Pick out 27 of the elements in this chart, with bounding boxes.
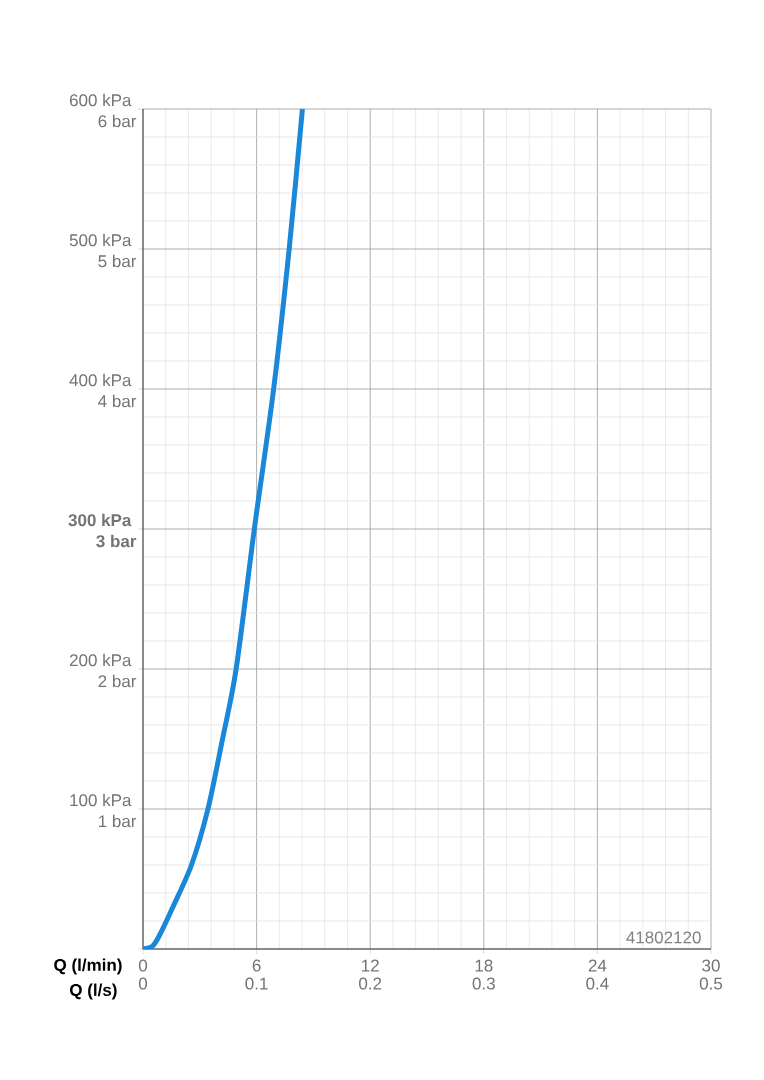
- x2-tick-label: 0.1: [245, 977, 268, 990]
- y-tick-label: 400 kPa: [69, 373, 132, 387]
- y-tick-label: 100 kPa: [70, 793, 132, 807]
- y2-tick-label: 3 bar: [96, 534, 137, 548]
- x-tick-label: 6: [252, 959, 261, 972]
- x2-tick-label: 0: [138, 977, 148, 990]
- y-tick-label: 500 kPa: [69, 233, 132, 247]
- y2-tick-label: 1 bar: [99, 814, 137, 828]
- y-tick-label: 200 kPa: [69, 653, 132, 667]
- y-tick-label: 300 kPa: [68, 513, 132, 527]
- x2-tick-label: 0.2: [359, 977, 382, 990]
- annotation: 41802120: [626, 931, 701, 944]
- x2-tick-label: 0.4: [586, 977, 609, 990]
- x2-axis-title: Q (l/s): [69, 983, 117, 1000]
- y-tick-label: 600 kPa: [69, 93, 132, 107]
- x-tick-label: 24: [588, 959, 607, 972]
- x2-tick-label: 0.3: [472, 977, 495, 990]
- x2-tick-label: 0.5: [699, 977, 723, 990]
- y2-tick-label: 6 bar: [98, 114, 137, 128]
- x-tick-label: 12: [362, 959, 379, 972]
- x-axis-title: Q (l/min): [54, 958, 122, 975]
- x-tick-label: 0: [138, 959, 148, 972]
- y2-tick-label: 4 bar: [98, 394, 137, 408]
- y2-tick-label: 2 bar: [98, 674, 137, 688]
- y2-tick-label: 5 bar: [98, 254, 137, 268]
- x-tick-label: 30: [702, 959, 720, 972]
- x-tick-label: 18: [475, 959, 493, 972]
